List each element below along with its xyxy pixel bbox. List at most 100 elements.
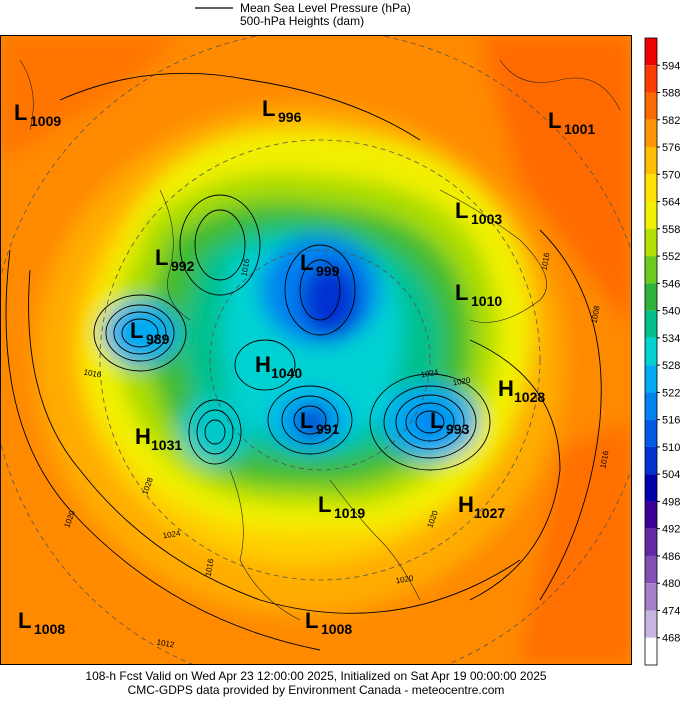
colorbar-tick-label: 522 bbox=[662, 387, 680, 399]
center-value: 992 bbox=[171, 258, 195, 274]
colorbar: 594 588 582 576 570 564 558 552 546 540 534 528 522 5… bbox=[644, 37, 680, 666]
isobar-label: 1020 bbox=[452, 375, 472, 387]
colorbar-segment bbox=[645, 474, 657, 502]
colorbar-segment bbox=[645, 65, 657, 93]
center-value: 1010 bbox=[471, 293, 502, 309]
center-letter: H bbox=[458, 492, 474, 517]
colorbar-segment bbox=[645, 38, 657, 66]
center-value: 1008 bbox=[321, 621, 352, 637]
map-frame bbox=[0, 35, 632, 665]
center-letter: L bbox=[300, 408, 313, 433]
colorbar-segment bbox=[645, 528, 657, 556]
center-value: 993 bbox=[446, 421, 470, 437]
center-value: 996 bbox=[278, 109, 302, 125]
colorbar-tick-label: 576 bbox=[662, 142, 680, 154]
colorbar-segment bbox=[645, 392, 657, 420]
center-value: 1003 bbox=[471, 211, 502, 227]
center-letter: L bbox=[455, 280, 468, 305]
colorbar-segment bbox=[645, 174, 657, 202]
colorbar-tick-label: 588 bbox=[662, 88, 680, 100]
center-letter: L bbox=[130, 318, 143, 343]
center-letter: L bbox=[455, 198, 468, 223]
colorbar-tick-label: 468 bbox=[662, 633, 680, 645]
colorbar-tick-label: 528 bbox=[662, 360, 680, 372]
isobar-label: 1016 bbox=[540, 251, 552, 271]
colorbar-segment bbox=[645, 119, 657, 148]
colorbar-tick-label: 492 bbox=[662, 524, 680, 536]
center-letter: L bbox=[430, 408, 443, 433]
center-letter: L bbox=[155, 245, 168, 270]
center-letter: L bbox=[318, 492, 331, 517]
colorbar-segment bbox=[645, 555, 657, 584]
isobars bbox=[5, 72, 602, 651]
center-value: 1031 bbox=[151, 437, 182, 453]
coastlines bbox=[19, 59, 621, 621]
isobar-label: 1016 bbox=[599, 449, 611, 469]
center-value: 1008 bbox=[34, 621, 65, 637]
latitude-circles bbox=[0, 35, 632, 665]
isobar-labels: 1016100810201024101610121020101610241020… bbox=[62, 251, 610, 649]
center-letter: L bbox=[548, 108, 561, 133]
colorbar-segment bbox=[645, 201, 657, 229]
center-value: 1027 bbox=[474, 505, 505, 521]
legend-text: Mean Sea Level Pressure (hPa) bbox=[240, 1, 411, 15]
footer-text: CMC-GDPS data provided by Environment Ca… bbox=[128, 683, 505, 697]
map: 1016100810201024101610121020101610241020… bbox=[0, 35, 632, 665]
colorbar-segment bbox=[645, 283, 657, 311]
center-value: 1009 bbox=[30, 113, 61, 129]
center-value: 1001 bbox=[564, 121, 595, 137]
center-value: 1028 bbox=[514, 389, 545, 405]
center-value: 989 bbox=[146, 331, 170, 347]
center-letter: L bbox=[300, 250, 313, 275]
center-letter: H bbox=[135, 424, 151, 449]
colorbar-tick-label: 498 bbox=[662, 496, 680, 508]
center-value: 1019 bbox=[334, 505, 365, 521]
center-letter: L bbox=[14, 100, 27, 125]
center-letter: L bbox=[262, 96, 275, 121]
colorbar-tick-label: 582 bbox=[662, 115, 680, 127]
isobar-label: 1008 bbox=[590, 304, 602, 324]
isobar-label: 1016 bbox=[83, 368, 103, 380]
center-letter: L bbox=[305, 608, 318, 633]
center-letter: H bbox=[255, 352, 271, 377]
colorbar-segment bbox=[645, 228, 657, 257]
isobar-label: 1012 bbox=[156, 638, 176, 650]
isobar-label: 1020 bbox=[395, 573, 415, 585]
center-value: 999 bbox=[316, 263, 340, 279]
colorbar-segment bbox=[645, 92, 657, 120]
colorbar-segment bbox=[645, 256, 657, 284]
colorbar-segment bbox=[645, 419, 657, 447]
colorbar-tick-label: 534 bbox=[662, 333, 680, 345]
colorbar-segment bbox=[645, 446, 657, 475]
isobar-label: 1016 bbox=[204, 557, 216, 577]
colorbar-tick-label: 594 bbox=[662, 60, 680, 72]
colorbar-tick-label: 564 bbox=[662, 197, 680, 209]
center-value: 1040 bbox=[271, 365, 302, 381]
colorbar-segment bbox=[645, 501, 657, 529]
colorbar-tick-label: 552 bbox=[662, 251, 680, 263]
isobar-label: 1024 bbox=[420, 367, 440, 379]
colorbar-segment bbox=[645, 583, 657, 611]
isobar-label: 1016 bbox=[240, 257, 252, 277]
colorbar-frame bbox=[644, 37, 658, 666]
colorbar-segment bbox=[645, 365, 657, 393]
colorbar-tick-label: 558 bbox=[662, 224, 680, 236]
colorbar-segment bbox=[645, 147, 657, 175]
colorbar-tick-label: 510 bbox=[662, 442, 680, 454]
colorbar-tick-label: 546 bbox=[662, 278, 680, 290]
colorbar-segment bbox=[645, 337, 657, 366]
colorbar-tick-label: 486 bbox=[662, 551, 680, 563]
legend-text: 500-hPa Heights (dam) bbox=[240, 14, 364, 28]
colorbar-segment bbox=[645, 637, 657, 665]
colorbar-tick-label: 504 bbox=[662, 469, 680, 481]
footer-text: 108-h Fcst Valid on Wed Apr 23 12:00:00 … bbox=[85, 669, 547, 683]
colorbar-tick-label: 570 bbox=[662, 169, 680, 181]
colorbar-segment bbox=[645, 610, 657, 638]
height-field bbox=[0, 35, 632, 665]
colorbar-tick-label: 480 bbox=[662, 578, 680, 590]
center-letter: H bbox=[498, 376, 514, 401]
center-value: 991 bbox=[316, 421, 340, 437]
colorbar-tick-label: 516 bbox=[662, 415, 680, 427]
